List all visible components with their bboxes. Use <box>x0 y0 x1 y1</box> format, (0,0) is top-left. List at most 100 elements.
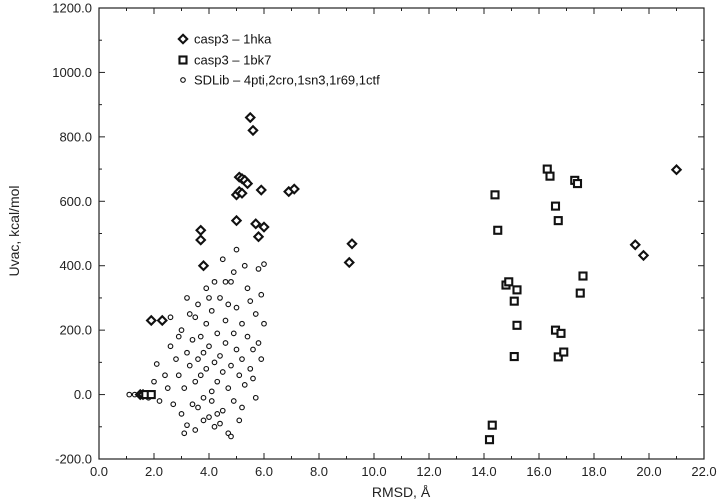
sdlib-point <box>222 278 229 285</box>
x-tick-label: 22.0 <box>691 464 716 479</box>
sdlib-point <box>156 398 163 404</box>
sdlib-point <box>230 269 237 276</box>
sdlib-point <box>167 314 174 321</box>
legend-marker-1hka <box>177 33 189 45</box>
casp3-1bk7-point <box>484 435 495 445</box>
sdlib-point <box>192 378 199 385</box>
sdlib-point <box>239 356 245 362</box>
sdlib-point <box>214 378 221 385</box>
sdlib-point <box>214 330 221 337</box>
y-axis: -200.0 0.0 200.0 400.0 600.0 800.0 1000.0 1200.… <box>52 1 704 467</box>
sdlib-point <box>222 317 229 324</box>
sdlib-point <box>250 375 256 382</box>
data-points <box>126 111 683 445</box>
sdlib-point <box>236 417 243 424</box>
sdlib-point <box>217 295 223 301</box>
sdlib-point <box>217 420 223 427</box>
sdlib-point <box>255 340 262 346</box>
legend-marker-sdlib <box>180 77 186 83</box>
legend: casp3 – 1hka casp3 – 1bk7 SDLib – 4pti,2cr… <box>177 32 380 88</box>
casp3-1bk7-point <box>504 277 514 287</box>
x-tick-label: 10.0 <box>361 464 386 479</box>
casp3-1bk7-point <box>487 420 497 430</box>
sdlib-point <box>252 311 259 317</box>
sdlib-point <box>203 365 210 372</box>
sdlib-point <box>151 378 157 385</box>
sdlib-point <box>219 369 226 375</box>
sdlib-point <box>195 356 201 362</box>
sdlib-point <box>244 333 251 340</box>
casp3-1bk7-point <box>572 179 583 189</box>
sdlib-point <box>167 343 174 350</box>
sdlib-point <box>228 433 234 440</box>
legend-marker-1bk7 <box>178 55 188 65</box>
sdlib-point <box>247 365 254 372</box>
sdlib-point <box>192 427 199 433</box>
sdlib-point <box>233 246 240 253</box>
sdlib-point <box>252 394 259 401</box>
casp3-1hka-point <box>247 124 259 137</box>
casp3-1hka-point <box>252 231 265 243</box>
y-tick-label: 400.0 <box>59 258 92 273</box>
sdlib-point <box>178 327 185 333</box>
sdlib-point <box>206 414 212 420</box>
casp3-1bk7-point <box>509 296 519 306</box>
y-tick-label: 1200.0 <box>52 1 92 16</box>
casp3-1hka-point <box>255 184 267 196</box>
sdlib-point <box>208 388 215 395</box>
y-tick-label: 200.0 <box>59 323 92 338</box>
sdlib-point <box>230 398 237 404</box>
sdlib-point <box>126 391 133 398</box>
casp3-1bk7-point <box>512 285 522 295</box>
sdlib-point <box>162 372 168 379</box>
casp3-1bk7-point <box>509 352 519 362</box>
casp3-1hka-point <box>145 314 157 327</box>
sdlib-point <box>181 385 188 391</box>
casp3-1hka-point <box>637 249 650 262</box>
sdlib-point <box>203 320 210 327</box>
casp3-1bk7-point <box>559 347 569 357</box>
sdlib-point <box>192 314 199 321</box>
sdlib-point <box>178 411 185 417</box>
y-tick-label: 600.0 <box>59 194 92 209</box>
sdlib-point <box>228 278 234 285</box>
sdlib-point <box>230 330 237 337</box>
sdlib-point <box>244 285 251 292</box>
casp3-1hka-point <box>629 239 641 251</box>
y-axis-title: Uvac, kcal/mol <box>6 185 22 276</box>
sdlib-point <box>181 430 188 437</box>
sdlib-point <box>239 320 245 327</box>
sdlib-point <box>228 362 234 369</box>
plot-border <box>98 7 705 460</box>
sdlib-point <box>173 356 179 362</box>
sdlib-point <box>255 266 262 272</box>
sdlib-point <box>184 349 190 356</box>
casp3-1bk7-point <box>556 328 566 338</box>
sdlib-point <box>186 362 193 369</box>
sdlib-point <box>239 404 245 411</box>
casp3-1hka-point <box>346 238 358 250</box>
legend-label: casp3 – 1hka <box>194 32 272 47</box>
x-tick-label: 6.0 <box>255 464 273 479</box>
sdlib-point <box>200 417 207 424</box>
legend-label: SDLib – 4pti,2cro,1sn3,1r69,1ctf <box>194 73 380 88</box>
x-tick-label: 14.0 <box>471 464 496 479</box>
casp3-1hka-point <box>288 183 300 195</box>
plot-frame <box>98 7 705 460</box>
casp3-1hka-point <box>343 256 355 269</box>
sdlib-point <box>211 278 218 285</box>
sdlib-point <box>197 372 204 379</box>
sdlib-point <box>261 261 267 267</box>
sdlib-point <box>206 343 212 350</box>
casp3-1bk7-point <box>550 201 561 211</box>
sdlib-point <box>225 385 232 391</box>
sdlib-point <box>247 298 254 305</box>
sdlib-point <box>211 423 218 430</box>
casp3-1bk7-point <box>542 164 552 174</box>
x-tick-label: 16.0 <box>526 464 551 479</box>
casp3-1hka-point <box>156 314 168 327</box>
sdlib-point <box>153 361 160 367</box>
sdlib-point <box>170 401 177 408</box>
casp3-1bk7-point <box>490 190 500 200</box>
